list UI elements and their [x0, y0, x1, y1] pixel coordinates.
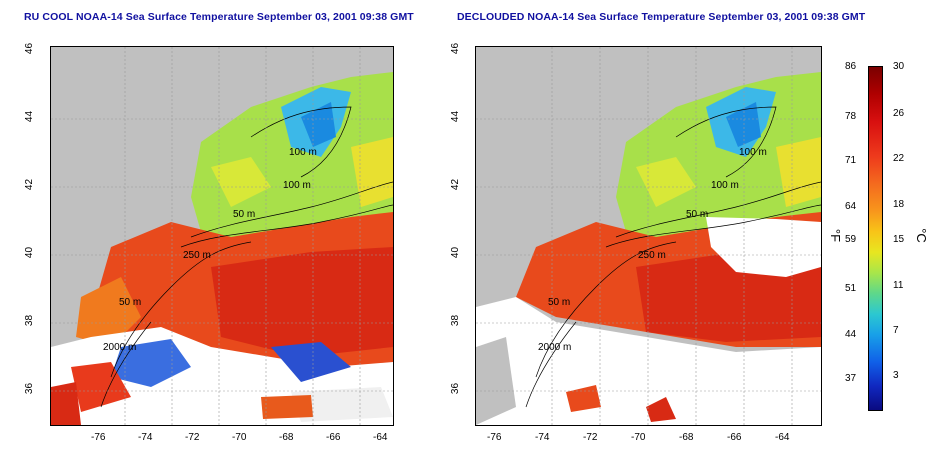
left-x-tick: -68 — [279, 432, 294, 443]
right-y-tick: 38 — [450, 314, 462, 327]
colorbar-fahrenheit-label: 78 — [845, 111, 857, 122]
left-x-tick: -72 — [185, 432, 200, 443]
colorbar-fahrenheit-label: 71 — [845, 155, 857, 166]
right-x-tick: -66 — [727, 432, 742, 443]
temperature-colorbar — [868, 66, 883, 411]
right-contour-label-250m: 250 m — [638, 250, 666, 261]
colorbar-fahrenheit-label: 51 — [845, 283, 857, 294]
left-contour-label-250m: 250 m — [183, 250, 211, 261]
colorbar-celsius-label: 26 — [893, 108, 905, 119]
left-contour-label-100m-a: 100 m — [289, 147, 317, 158]
right-y-tick: 46 — [450, 42, 462, 55]
left-contour-label-50m-b: 50 m — [119, 297, 142, 308]
celsius-unit-label: °C — [913, 228, 929, 243]
left-contour-label-50m-a: 50 m — [233, 209, 256, 220]
left-x-tick: -74 — [138, 432, 153, 443]
colorbar-celsius-label: 15 — [893, 234, 905, 245]
right-x-tick: -72 — [583, 432, 598, 443]
left-x-tick: -64 — [373, 432, 388, 443]
colorbar-fahrenheit-label: 86 — [845, 61, 857, 72]
left-contour-label-2000m: 2000 m — [103, 342, 137, 353]
left-map-image — [51, 47, 393, 425]
colorbar-celsius-label: 3 — [893, 370, 899, 381]
colorbar-fahrenheit-label: 44 — [845, 329, 857, 340]
right-contour-label-2000m: 2000 m — [538, 342, 572, 353]
colorbar-celsius-label: 30 — [893, 61, 905, 72]
right-contour-label-100m-a: 100 m — [739, 147, 767, 158]
colorbar-celsius-label: 18 — [893, 199, 905, 210]
right-x-tick: -64 — [775, 432, 790, 443]
colorbar-celsius-label: 11 — [893, 280, 904, 291]
right-y-tick: 44 — [450, 110, 462, 123]
right-contour-label-100m-b: 100 m — [711, 180, 739, 191]
right-x-tick: -68 — [679, 432, 694, 443]
right-sst-map: 100 m 100 m 50 m 250 m 50 m 2000 m — [475, 46, 822, 426]
colorbar-celsius-label: 7 — [893, 325, 899, 336]
right-x-tick: -76 — [487, 432, 502, 443]
colorbar-fahrenheit-label: 37 — [845, 373, 857, 384]
right-map-title: DECLOUDED NOAA-14 Sea Surface Temperatur… — [457, 11, 866, 23]
fahrenheit-unit-label: °F — [828, 228, 844, 243]
right-y-tick: 36 — [450, 382, 462, 395]
right-contour-label-50m-b: 50 m — [548, 297, 571, 308]
colorbar-celsius-label: 22 — [893, 153, 905, 164]
left-y-tick: 44 — [24, 110, 36, 123]
left-sst-map: 100 m 100 m 50 m 250 m 50 m 2000 m — [50, 46, 394, 426]
left-x-tick: -76 — [91, 432, 106, 443]
left-y-tick: 40 — [24, 246, 36, 259]
left-y-tick: 38 — [24, 314, 36, 327]
left-y-tick: 42 — [24, 178, 36, 191]
left-y-tick: 46 — [24, 42, 36, 55]
left-x-tick: -66 — [326, 432, 341, 443]
right-y-tick: 40 — [450, 246, 462, 259]
colorbar-fahrenheit-label: 64 — [845, 201, 857, 212]
right-contour-label-50m-a: 50 m — [686, 209, 709, 220]
right-y-tick: 42 — [450, 178, 462, 191]
right-x-tick: -74 — [535, 432, 550, 443]
left-y-tick: 36 — [24, 382, 36, 395]
left-x-tick: -70 — [232, 432, 247, 443]
left-contour-label-100m-b: 100 m — [283, 180, 311, 191]
right-map-image — [476, 47, 821, 425]
left-map-title: RU COOL NOAA-14 Sea Surface Temperature … — [24, 11, 414, 23]
colorbar-fahrenheit-label: 59 — [845, 234, 857, 245]
right-x-tick: -70 — [631, 432, 646, 443]
